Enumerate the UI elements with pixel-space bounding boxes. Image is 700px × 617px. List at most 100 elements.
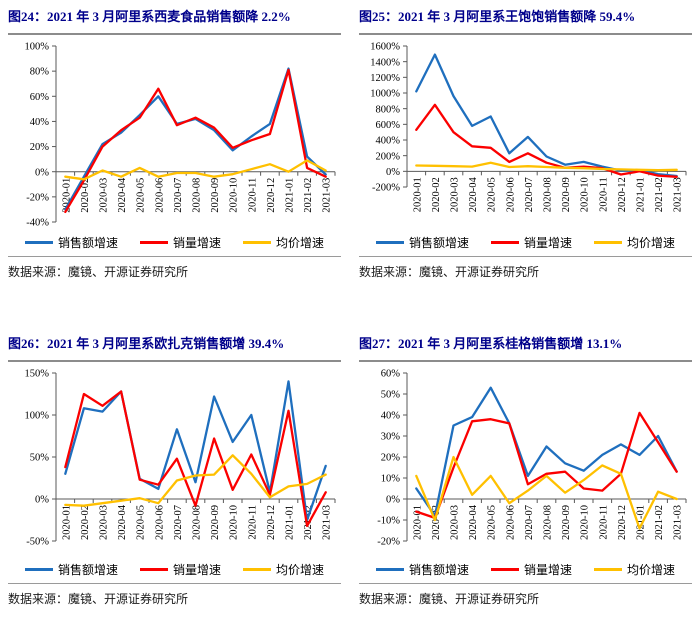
x-axis-tick-label: 2020-04 (117, 177, 128, 213)
figure-title: 图27：2021 年 3 月阿里系桂格销售额增 13.1% (359, 335, 623, 351)
x-axis-tick-label: 2020-03 (99, 505, 110, 540)
x-axis-tick-label: 2020-09 (561, 177, 572, 212)
title-divider (8, 359, 341, 362)
x-axis-tick-label: 2020-09 (561, 505, 572, 540)
x-axis-tick-label: 2020-04 (117, 504, 128, 540)
legend-item-price: 均价增速 (243, 234, 324, 251)
x-axis-tick-label: 2020-07 (524, 177, 535, 212)
y-axis-tick-label: 600% (376, 120, 401, 131)
title-divider (359, 32, 692, 35)
y-axis-tick-label: -200% (372, 182, 400, 193)
legend-label: 均价增速 (627, 236, 676, 251)
x-axis-tick-label: 2020-02 (431, 505, 442, 540)
x-axis-tick-label: 2020-11 (247, 178, 258, 213)
x-axis-tick-label: 2020-08 (543, 177, 554, 212)
legend-item-sales: 销售额增速 (24, 234, 118, 251)
legend-label: 销售额增速 (57, 563, 118, 578)
series-line-volume (64, 390, 327, 527)
x-axis-tick-label: 2020-12 (266, 178, 277, 213)
x-axis-tick-label: 2021-03 (322, 505, 333, 540)
data-source: 数据来源：魔镜、开源证券研究所 (359, 591, 540, 606)
legend-label: 销售额增速 (57, 236, 118, 251)
x-axis-tick-label: 2020-01 (61, 505, 72, 540)
legend-item-sales: 销售额增速 (375, 234, 469, 251)
y-axis-tick-label: 60% (30, 92, 50, 103)
legend-item-volume: 销量增速 (490, 561, 572, 578)
legend-label: 均价增速 (276, 236, 325, 251)
line-chart-fig25: -200% 0% 200% 400% 600% 800% 1000% 1200% 1400% 16… (370, 41, 687, 212)
x-axis-tick-label: 2020-10 (580, 505, 591, 540)
chart-legend: 销售额增速 销量增速 均价增速 (8, 235, 341, 251)
x-axis-tick-label: 2020-07 (173, 505, 184, 540)
legend-item-price: 均价增速 (243, 561, 324, 578)
x-axis-tick-label: 2020-06 (505, 177, 516, 212)
x-axis-tick-label: 2021-01 (636, 505, 647, 540)
legend-line-sales-icon (24, 241, 53, 245)
x-axis-tick-label: 2020-01 (61, 178, 72, 213)
x-axis-tick-label: 2020-10 (229, 505, 240, 540)
x-axis-tick-label: 2021-01 (285, 178, 296, 213)
legend-line-volume-icon (139, 241, 168, 245)
source-divider (8, 255, 341, 257)
x-axis-tick-label: 2020-05 (487, 505, 498, 540)
legend-line-volume-icon (139, 568, 168, 572)
y-axis-tick-label: 100% (25, 41, 50, 52)
data-source: 数据来源：魔镜、开源证券研究所 (8, 591, 189, 606)
legend-line-volume-icon (490, 568, 519, 572)
y-axis-tick-label: 10% (381, 473, 401, 484)
legend-line-price-icon (594, 568, 622, 572)
y-axis-tick-label: 80% (30, 67, 50, 78)
series-line-sales (415, 53, 678, 178)
x-axis-tick-label: 2021-01 (285, 505, 296, 540)
y-axis-tick-label: 1600% (370, 41, 400, 52)
x-axis-tick-label: 2020-09 (210, 505, 221, 540)
figure-panel-fig26: 图26：2021 年 3 月阿里系欧扎克销售额增 39.4% -50% 0% 50%… (8, 334, 341, 607)
x-axis-tick-label: 2020-05 (487, 177, 498, 212)
x-axis-tick-label: 2021-02 (654, 177, 665, 212)
x-axis-tick-label: 2020-10 (229, 178, 240, 213)
line-chart-fig26: -50% 0% 50% 100% 150% 2020-01 2020-02 2020-03 20… (25, 368, 336, 547)
x-axis-tick-label: 2020-03 (450, 177, 461, 212)
legend-label: 销量增速 (523, 236, 572, 251)
figure-title: 图25：2021 年 3 月阿里系王饱饱销售额降 59.4% (359, 9, 636, 24)
series-line-sales (64, 380, 327, 521)
x-axis-tick-label: 2020-06 (154, 505, 165, 540)
title-divider (8, 32, 341, 35)
x-axis-tick-label: 2021-03 (673, 177, 684, 212)
x-axis-tick-label: 2020-12 (617, 505, 628, 540)
y-axis-tick-label: 1000% (370, 88, 400, 99)
x-axis-tick-label: 2020-09 (210, 178, 221, 213)
x-axis-tick-label: 2020-08 (192, 505, 203, 540)
legend-item-volume: 销量增速 (490, 234, 572, 251)
y-axis-tick-label: 50% (30, 452, 50, 463)
legend-item-sales: 销售额增速 (24, 561, 118, 578)
y-axis-tick-label: 50% (381, 389, 401, 400)
y-axis-tick-label: -10% (377, 515, 400, 526)
legend-item-price: 均价增速 (594, 234, 675, 251)
legend-label: 销售额增速 (408, 236, 469, 251)
legend-label: 销售额增速 (408, 563, 469, 578)
y-axis-tick-label: 30% (381, 431, 401, 442)
legend-item-volume: 销量增速 (139, 234, 221, 251)
line-chart-fig27: -20% -10% 0% 10% 20% 30% 40% 50% 60% 2020-01 2020-… (377, 368, 687, 547)
series-line-price (64, 159, 327, 181)
y-axis-tick-label: -20% (26, 192, 49, 203)
x-axis-tick-label: 2020-02 (80, 505, 91, 540)
title-divider (359, 359, 692, 362)
y-axis-tick-label: 1200% (370, 73, 400, 84)
x-axis-tick-label: 2020-02 (431, 177, 442, 212)
figure-panel-fig27: 图27：2021 年 3 月阿里系桂格销售额增 13.1% -20% -10% 0%… (359, 334, 692, 607)
figure-panel-fig25: 图25：2021 年 3 月阿里系王饱饱销售额降 59.4% -200% 0% 20… (359, 7, 692, 280)
x-axis-tick-label: 2020-10 (580, 177, 591, 212)
data-source: 数据来源：魔镜、开源证券研究所 (359, 264, 540, 279)
y-axis-tick-label: -40% (26, 217, 49, 228)
x-axis-tick-label: 2021-01 (636, 177, 647, 212)
legend-label: 销量增速 (523, 563, 572, 578)
y-axis-tick-label: 800% (376, 104, 401, 115)
y-axis-tick-label: 0% (386, 494, 400, 505)
legend-line-sales-icon (375, 241, 404, 245)
series-line-volume (415, 411, 678, 519)
chart-legend: 销售额增速 销量增速 均价增速 (359, 562, 692, 578)
